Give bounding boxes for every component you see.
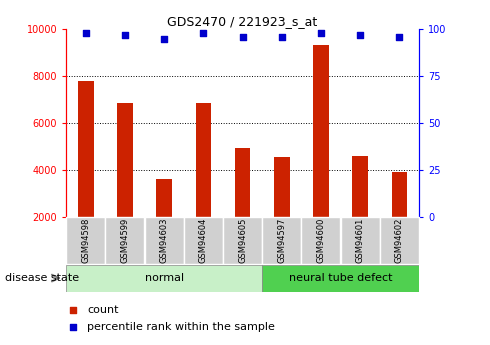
Bar (184, 217, 223, 264)
Text: normal: normal (145, 273, 184, 283)
Bar (117, 104, 133, 264)
Text: GSM94600: GSM94600 (317, 218, 325, 263)
Bar (156, 179, 172, 264)
Bar (145, 217, 184, 264)
Text: GSM94598: GSM94598 (81, 218, 90, 263)
Text: percentile rank within the sample: percentile rank within the sample (87, 322, 275, 332)
Text: disease state: disease state (5, 273, 79, 283)
Text: GSM94601: GSM94601 (356, 218, 365, 263)
Bar (392, 171, 407, 264)
Bar (313, 45, 329, 264)
Text: GSM94603: GSM94603 (160, 218, 169, 263)
Bar (78, 81, 94, 264)
Bar (105, 217, 145, 264)
Bar (66, 217, 105, 264)
Text: GSM94605: GSM94605 (238, 218, 247, 263)
Bar (66, 265, 262, 292)
Point (160, 36, 168, 41)
Text: GSM94599: GSM94599 (121, 218, 129, 263)
Text: GSM94604: GSM94604 (199, 218, 208, 263)
Text: GSM94597: GSM94597 (277, 218, 286, 263)
Bar (380, 217, 419, 264)
Bar (262, 217, 301, 264)
Point (69, 324, 77, 330)
Bar (301, 217, 341, 264)
Point (278, 34, 286, 40)
Text: neural tube defect: neural tube defect (289, 273, 392, 283)
Point (82, 30, 90, 36)
Text: count: count (87, 305, 119, 315)
Point (356, 32, 364, 38)
Bar (223, 217, 262, 264)
Bar (235, 148, 250, 264)
Point (395, 34, 403, 40)
Title: GDS2470 / 221923_s_at: GDS2470 / 221923_s_at (168, 15, 318, 28)
Bar (352, 156, 368, 264)
Point (69, 307, 77, 313)
Point (239, 34, 246, 40)
Bar (196, 103, 211, 264)
Bar (274, 157, 290, 264)
Point (199, 30, 207, 36)
Bar (262, 265, 419, 292)
Text: GSM94602: GSM94602 (395, 218, 404, 263)
Bar (341, 217, 380, 264)
Point (121, 32, 129, 38)
Point (317, 30, 325, 36)
